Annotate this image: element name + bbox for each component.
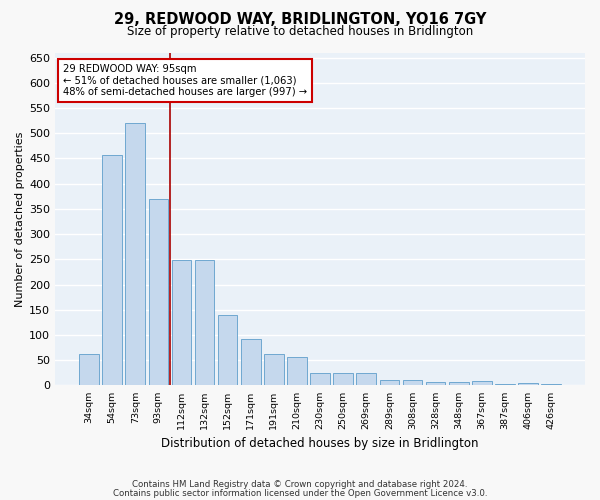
Bar	[541, 384, 561, 386]
Bar	[380, 380, 399, 386]
Bar	[449, 382, 469, 386]
Bar	[195, 260, 214, 386]
Bar	[218, 315, 238, 386]
Bar	[79, 354, 99, 386]
Bar	[125, 123, 145, 386]
Text: Contains public sector information licensed under the Open Government Licence v3: Contains public sector information licen…	[113, 490, 487, 498]
Bar	[426, 382, 445, 386]
Bar	[241, 339, 260, 386]
Bar	[518, 383, 538, 386]
Bar	[403, 380, 422, 386]
Text: Contains HM Land Registry data © Crown copyright and database right 2024.: Contains HM Land Registry data © Crown c…	[132, 480, 468, 489]
Bar	[287, 356, 307, 386]
Y-axis label: Number of detached properties: Number of detached properties	[15, 132, 25, 306]
Bar	[334, 373, 353, 386]
Bar	[472, 381, 491, 386]
Bar	[495, 384, 515, 386]
Bar	[149, 199, 168, 386]
Bar	[103, 155, 122, 386]
Text: 29 REDWOOD WAY: 95sqm
← 51% of detached houses are smaller (1,063)
48% of semi-d: 29 REDWOOD WAY: 95sqm ← 51% of detached …	[63, 64, 307, 98]
Bar	[356, 373, 376, 386]
Bar	[264, 354, 284, 386]
Bar	[310, 373, 330, 386]
Text: 29, REDWOOD WAY, BRIDLINGTON, YO16 7GY: 29, REDWOOD WAY, BRIDLINGTON, YO16 7GY	[114, 12, 486, 28]
X-axis label: Distribution of detached houses by size in Bridlington: Distribution of detached houses by size …	[161, 437, 479, 450]
Text: Size of property relative to detached houses in Bridlington: Size of property relative to detached ho…	[127, 25, 473, 38]
Bar	[172, 260, 191, 386]
